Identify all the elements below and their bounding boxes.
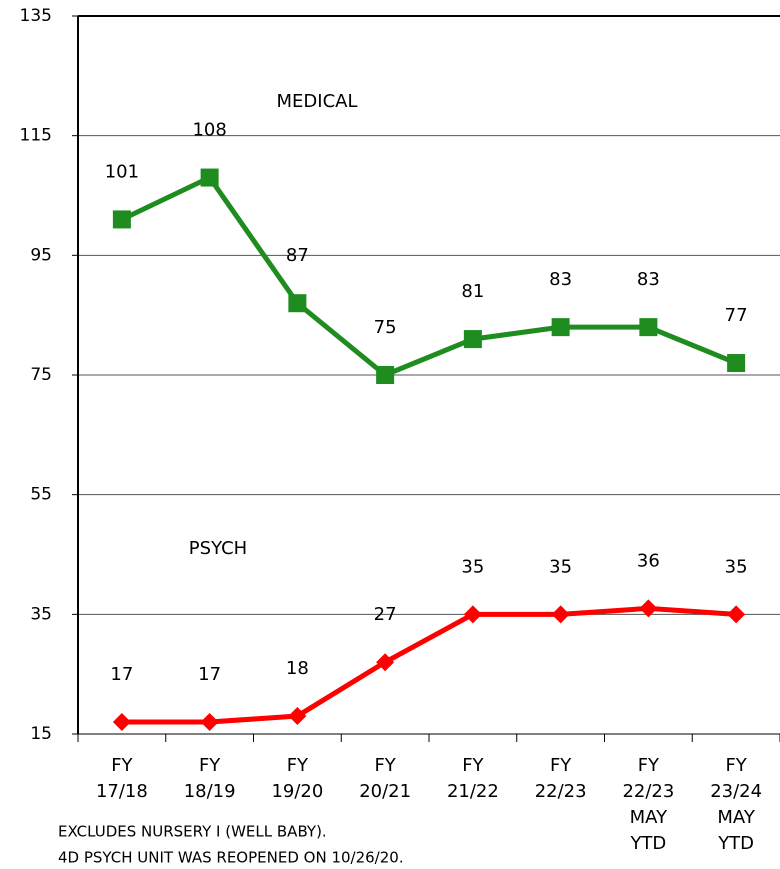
x-tick-label-line: YTD xyxy=(717,833,754,854)
x-tick-label: FY 18/19 xyxy=(184,755,236,802)
x-tick-label-line: FY xyxy=(199,755,221,776)
y-tick-label: 15 xyxy=(30,724,52,744)
x-tick-label-line: 19/20 xyxy=(271,781,323,802)
data-label: 83 xyxy=(549,269,572,290)
y-tick-label: 35 xyxy=(30,604,52,624)
y-tick-label: 115 xyxy=(20,126,52,146)
marker xyxy=(288,294,307,313)
data-label: 18 xyxy=(286,658,309,679)
data-label: 81 xyxy=(461,281,484,302)
series-label: PSYCH xyxy=(189,538,247,559)
data-label: 36 xyxy=(637,550,660,571)
marker xyxy=(376,366,395,384)
data-label: 35 xyxy=(461,556,484,577)
marker xyxy=(727,605,746,624)
data-label: 101 xyxy=(105,161,139,182)
x-tick-label-line: FY xyxy=(374,755,396,776)
y-tick-label: 95 xyxy=(30,245,52,265)
marker xyxy=(112,210,131,229)
marker xyxy=(112,713,131,732)
note: EXCLUDES NURSERY I (WELL BABY). xyxy=(58,823,327,841)
marker xyxy=(200,713,219,732)
x-tick-label: FY 23/24 MAY YTD xyxy=(710,755,762,854)
x-tick-label-line: YTD xyxy=(629,833,666,854)
y-tick-label: 135 xyxy=(20,6,52,26)
marker xyxy=(463,330,482,349)
data-label: 87 xyxy=(286,245,309,266)
x-tick-label-line: 21/22 xyxy=(447,781,499,802)
marker xyxy=(639,318,658,337)
data-label: 77 xyxy=(725,305,748,326)
x-tick-label-line: 22/23 xyxy=(622,781,674,802)
x-tick-label-line: 20/21 xyxy=(359,781,411,802)
x-tick-label-line: 17/18 xyxy=(96,781,148,802)
data-label: 27 xyxy=(374,604,397,625)
data-label: 35 xyxy=(725,556,748,577)
x-tick-label: FY 22/23 MAY YTD xyxy=(622,755,674,854)
marker xyxy=(376,653,395,672)
line xyxy=(121,605,737,725)
marker xyxy=(551,318,570,337)
x-tick-label-line: 22/23 xyxy=(535,781,587,802)
data-label: 35 xyxy=(549,556,572,577)
data-label: 17 xyxy=(198,664,221,685)
data-label: 108 xyxy=(192,120,226,141)
marker xyxy=(551,605,570,624)
x-tick-label-line: FY xyxy=(638,755,660,776)
x-tick-label-line: 18/19 xyxy=(184,781,236,802)
x-tick-label-line: MAY xyxy=(630,807,668,828)
x-tick-label: FY 21/22 xyxy=(447,755,499,802)
x-tick-label-line: FY xyxy=(725,755,747,776)
y-tick-label: 75 xyxy=(30,365,52,385)
series-label: MEDICAL xyxy=(277,91,358,112)
marker xyxy=(639,599,658,618)
data-label: 75 xyxy=(374,317,397,338)
x-tick-label-line: FY xyxy=(287,755,309,776)
x-tick-label-line: 23/24 xyxy=(710,781,762,802)
x-tick-label: FY 22/23 xyxy=(535,755,587,802)
x-tick-label-line: FY xyxy=(111,755,133,776)
x-tick-label-line: MAY xyxy=(717,807,755,828)
note: 4D PSYCH UNIT WAS REOPENED ON 10/26/20. xyxy=(58,849,404,867)
y-tick-label: 55 xyxy=(30,485,52,505)
line xyxy=(120,174,738,378)
marker xyxy=(200,168,219,187)
x-tick-label: FY 17/18 xyxy=(96,755,148,802)
data-label: 17 xyxy=(110,664,133,685)
marker xyxy=(463,605,482,624)
x-tick-label: FY 20/21 xyxy=(359,755,411,802)
x-tick-label-line: FY xyxy=(462,755,484,776)
marker xyxy=(727,354,746,373)
data-label: 83 xyxy=(637,269,660,290)
x-tick-label-line: FY xyxy=(550,755,572,776)
marker xyxy=(288,707,307,726)
x-tick-label: FY 19/20 xyxy=(271,755,323,802)
